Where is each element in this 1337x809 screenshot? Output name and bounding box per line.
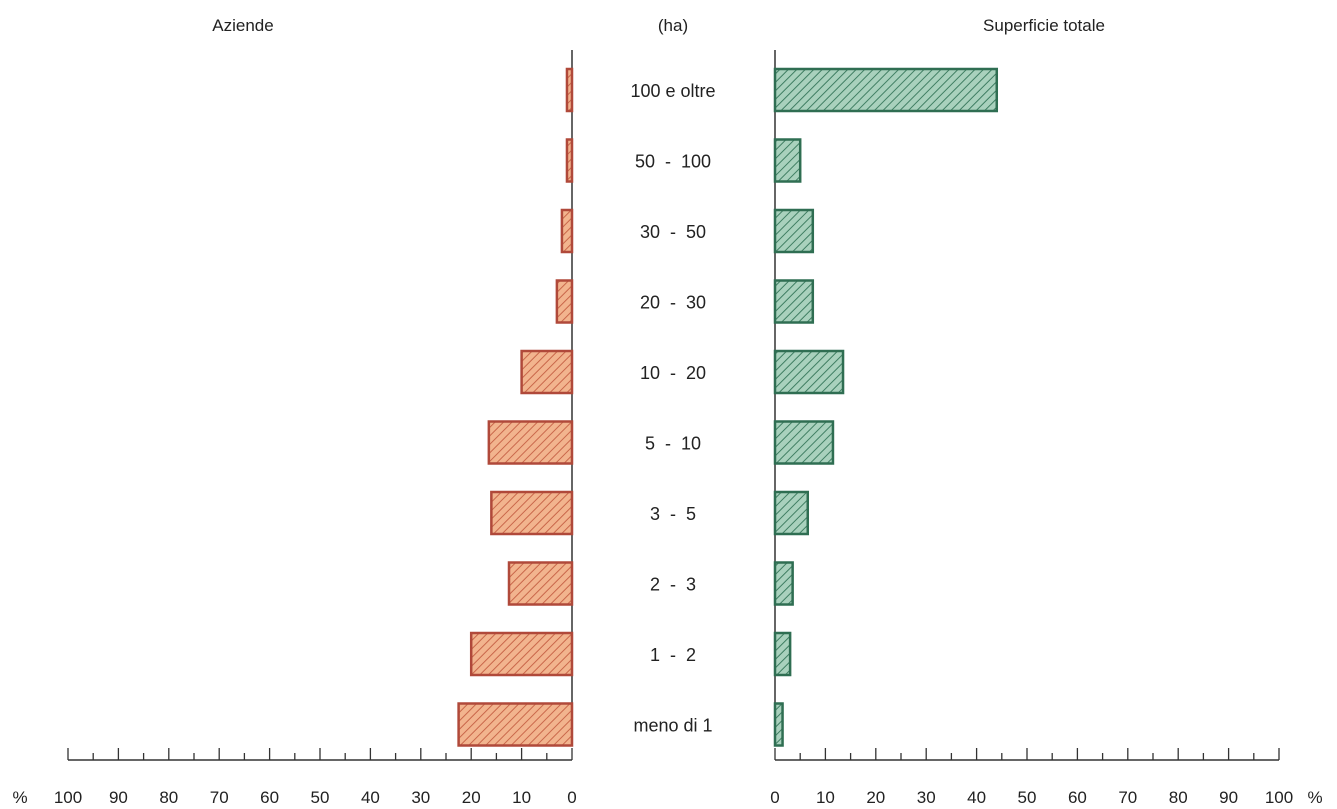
left-tick-label: 70 xyxy=(210,788,229,807)
right-tick-label: 40 xyxy=(967,788,986,807)
superficie-bar xyxy=(773,349,845,395)
category-labels: 100 e oltre 50 - 100 30 - 50 20 - 30 10 - 20… xyxy=(630,81,715,736)
aziende-bar xyxy=(560,208,574,254)
category-label: 1 - 2 xyxy=(650,645,696,665)
aziende-bar xyxy=(555,279,574,324)
left-axis-unit: % xyxy=(12,788,27,807)
category-label: meno di 1 xyxy=(633,716,712,736)
right-tick-label: 90 xyxy=(1219,788,1238,807)
right-tick-label: 30 xyxy=(917,788,936,807)
category-label: 3 - 5 xyxy=(650,504,696,524)
left-panel-title: Aziende xyxy=(212,16,273,35)
left-tick-label: 40 xyxy=(361,788,380,807)
left-tick-label: 20 xyxy=(462,788,481,807)
aziende-bar xyxy=(487,420,574,465)
category-label: 20 - 30 xyxy=(640,293,706,313)
category-label: 10 - 20 xyxy=(640,363,706,383)
superficie-bar xyxy=(773,702,784,747)
left-tick-label: 10 xyxy=(512,788,531,807)
right-axis-ticks: 0 10 20 30 40 50 60 70 80 90 100 xyxy=(770,748,1293,807)
left-tick-label: 90 xyxy=(109,788,128,807)
left-tick-label: 100 xyxy=(54,788,82,807)
superficie-bar xyxy=(773,138,802,183)
center-unit-label: (ha) xyxy=(658,16,688,35)
right-tick-label: 50 xyxy=(1018,788,1037,807)
aziende-bar xyxy=(469,631,574,677)
right-panel-title: Superficie totale xyxy=(983,16,1105,35)
superficie-bar xyxy=(773,420,835,465)
category-label: 30 - 50 xyxy=(640,222,706,242)
aziende-bar xyxy=(565,67,574,113)
aziende-series xyxy=(457,67,574,747)
right-axis-unit: % xyxy=(1307,788,1322,807)
left-tick-label: 80 xyxy=(159,788,178,807)
left-tick-label: 0 xyxy=(567,788,576,807)
aziende-bar xyxy=(507,561,574,606)
superficie-bar xyxy=(773,561,794,606)
right-tick-label: 80 xyxy=(1169,788,1188,807)
superficie-bar xyxy=(773,631,792,677)
right-tick-label: 10 xyxy=(816,788,835,807)
superficie-series xyxy=(773,67,999,747)
superficie-bar xyxy=(773,208,815,254)
right-tick-label: 0 xyxy=(770,788,779,807)
category-label: 2 - 3 xyxy=(650,575,696,595)
left-tick-label: 50 xyxy=(311,788,330,807)
category-label: 50 - 100 xyxy=(635,152,711,172)
superficie-bar xyxy=(773,279,815,324)
superficie-bar xyxy=(773,490,810,536)
aziende-bar xyxy=(565,138,574,183)
left-tick-label: 60 xyxy=(260,788,279,807)
category-label: 100 e oltre xyxy=(630,81,715,101)
right-tick-label: 100 xyxy=(1265,788,1293,807)
aziende-bar xyxy=(520,349,574,395)
right-tick-label: 70 xyxy=(1118,788,1137,807)
aziende-bar xyxy=(490,490,574,536)
aziende-bar xyxy=(457,702,574,747)
left-axis-ticks: 100 90 80 70 60 50 40 30 20 10 0 xyxy=(54,748,577,807)
category-label: 5 - 10 xyxy=(645,434,701,454)
left-tick-label: 30 xyxy=(411,788,430,807)
right-tick-label: 20 xyxy=(866,788,885,807)
right-tick-label: 60 xyxy=(1068,788,1087,807)
superficie-bar xyxy=(773,67,999,113)
